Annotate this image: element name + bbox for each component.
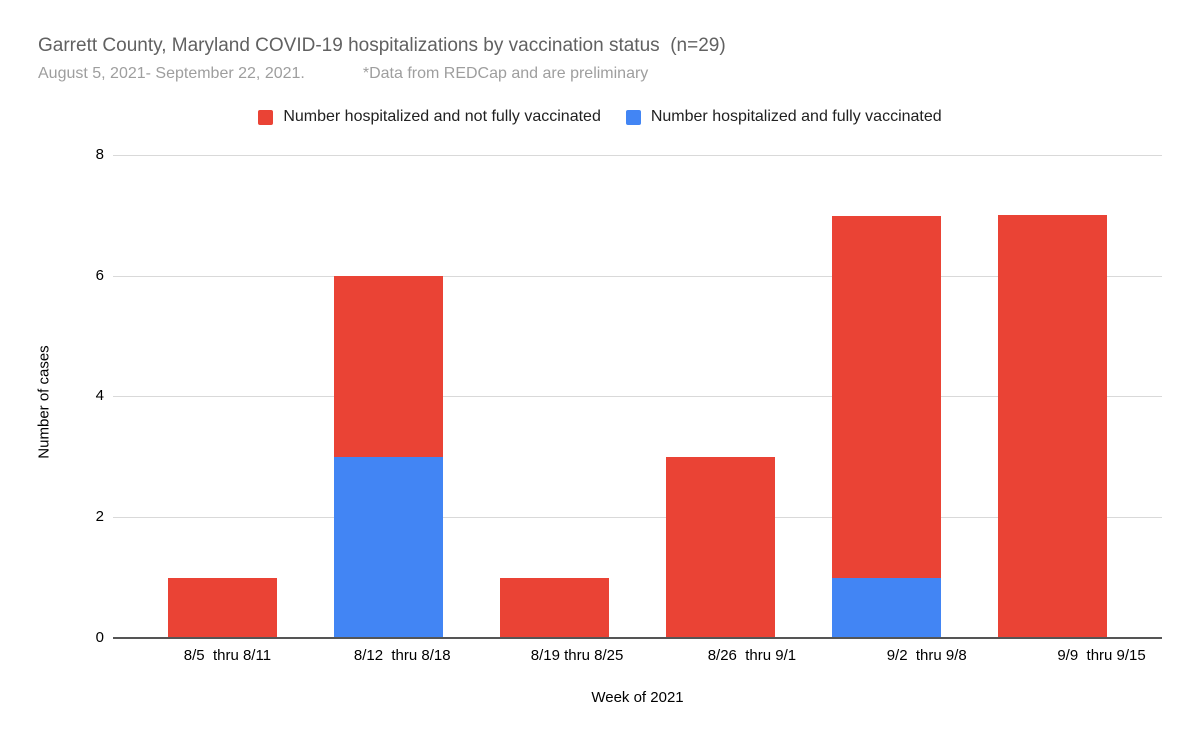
bar-4-segment-not-fully-vaccinated	[831, 216, 941, 578]
chart-title: Garrett County, Maryland COVID-19 hospit…	[38, 35, 726, 56]
legend-entry-fully-vaccinated: Number hospitalized and fully vaccinated	[625, 108, 942, 126]
x-axis-line	[113, 637, 1162, 639]
gridline-y-8	[113, 155, 1162, 156]
plot-area: 0 2 4 6 8	[96, 146, 1162, 646]
bar-0	[168, 578, 278, 638]
legend-entry-not-fully-vaccinated: Number hospitalized and not fully vaccin…	[258, 108, 601, 126]
bar-slot-4	[803, 155, 969, 638]
bar-2-segment-not-fully-vaccinated	[500, 578, 610, 638]
x-tick-label-1: 8/12 thru 8/18	[353, 647, 451, 664]
bar-slot-3	[637, 155, 803, 638]
chart-subtitle: August 5, 2021- September 22, 2021. *Data…	[38, 64, 648, 83]
bar-2	[500, 578, 610, 638]
bar-5-segment-not-fully-vaccinated	[997, 215, 1107, 638]
y-axis-title: Number of cases	[35, 345, 53, 459]
x-axis-title: Week of 2021	[591, 689, 684, 706]
legend-label-fully-vaccinated: Number hospitalized and fully vaccinated	[650, 108, 942, 125]
bar-1-segment-fully-vaccinated	[334, 457, 444, 638]
y-tick-label-2: 2	[95, 508, 104, 525]
bar-slot-0	[140, 155, 306, 638]
bar-1-segment-not-fully-vaccinated	[334, 276, 444, 457]
bar-3-segment-not-fully-vaccinated	[665, 457, 775, 638]
x-tick-label-0: 8/5 thru 8/11	[183, 647, 272, 664]
x-tick-label-5: 9/9 thru 9/15	[1057, 647, 1146, 664]
x-tick-label-2: 8/19 thru 8/25	[530, 647, 624, 664]
bar-slot-2	[472, 155, 638, 638]
legend-label-not-fully-vaccinated: Number hospitalized and not fully vaccin…	[283, 108, 601, 125]
bar-slot-5	[969, 155, 1135, 638]
x-tick-label-3: 8/26 thru 9/1	[707, 647, 797, 664]
bar-1	[334, 276, 444, 638]
gridline-y-4	[113, 396, 1162, 397]
legend-swatch-not-fully-vaccinated-icon	[258, 109, 274, 125]
bar-5	[997, 215, 1107, 638]
subtitle-period: August 5, 2021- September 22, 2021.	[38, 65, 305, 82]
bar-3	[665, 457, 775, 638]
y-tick-label-8: 8	[95, 146, 104, 163]
y-tick-label-6: 6	[95, 267, 104, 284]
bars-row	[113, 155, 1162, 638]
bar-0-segment-not-fully-vaccinated	[168, 578, 278, 638]
legend: Number hospitalized and not fully vaccin…	[0, 107, 1200, 127]
gridline-y-2	[113, 517, 1162, 518]
x-axis-labels: 8/5 thru 8/11 8/12 thru 8/18 8/19 thru 8/2…	[113, 647, 1200, 665]
bar-4	[831, 216, 941, 638]
y-tick-label-4: 4	[95, 387, 104, 404]
bar-4-segment-fully-vaccinated	[831, 578, 941, 638]
y-tick-label-0: 0	[95, 629, 104, 646]
legend-swatch-fully-vaccinated-icon	[625, 109, 641, 125]
x-tick-label-4: 9/2 thru 9/8	[886, 647, 967, 664]
bar-slot-1	[306, 155, 472, 638]
subtitle-note: *Data from REDCap and are preliminary	[362, 65, 649, 82]
gridline-y-6	[113, 276, 1162, 277]
